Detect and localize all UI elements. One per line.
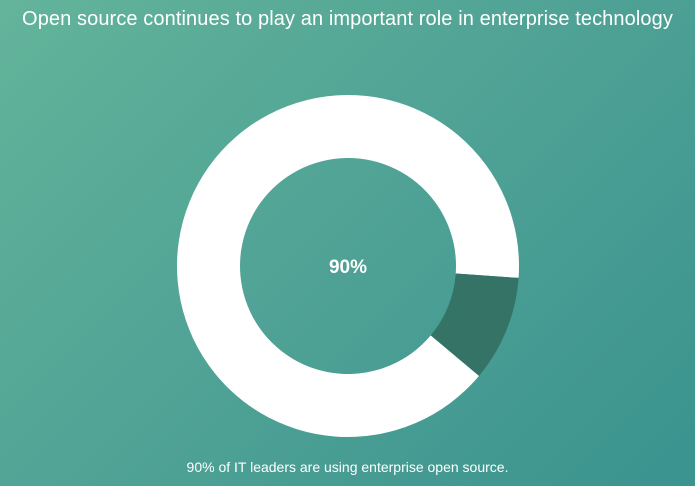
donut-slice-1	[430, 273, 519, 376]
donut-slices	[176, 95, 519, 438]
chart-title: Open source continues to play an importa…	[22, 8, 673, 30]
chart-caption: 90% of IT leaders are using enterprise o…	[186, 459, 509, 475]
donut-slice-0	[176, 95, 519, 438]
center-label: 90%	[329, 257, 367, 278]
